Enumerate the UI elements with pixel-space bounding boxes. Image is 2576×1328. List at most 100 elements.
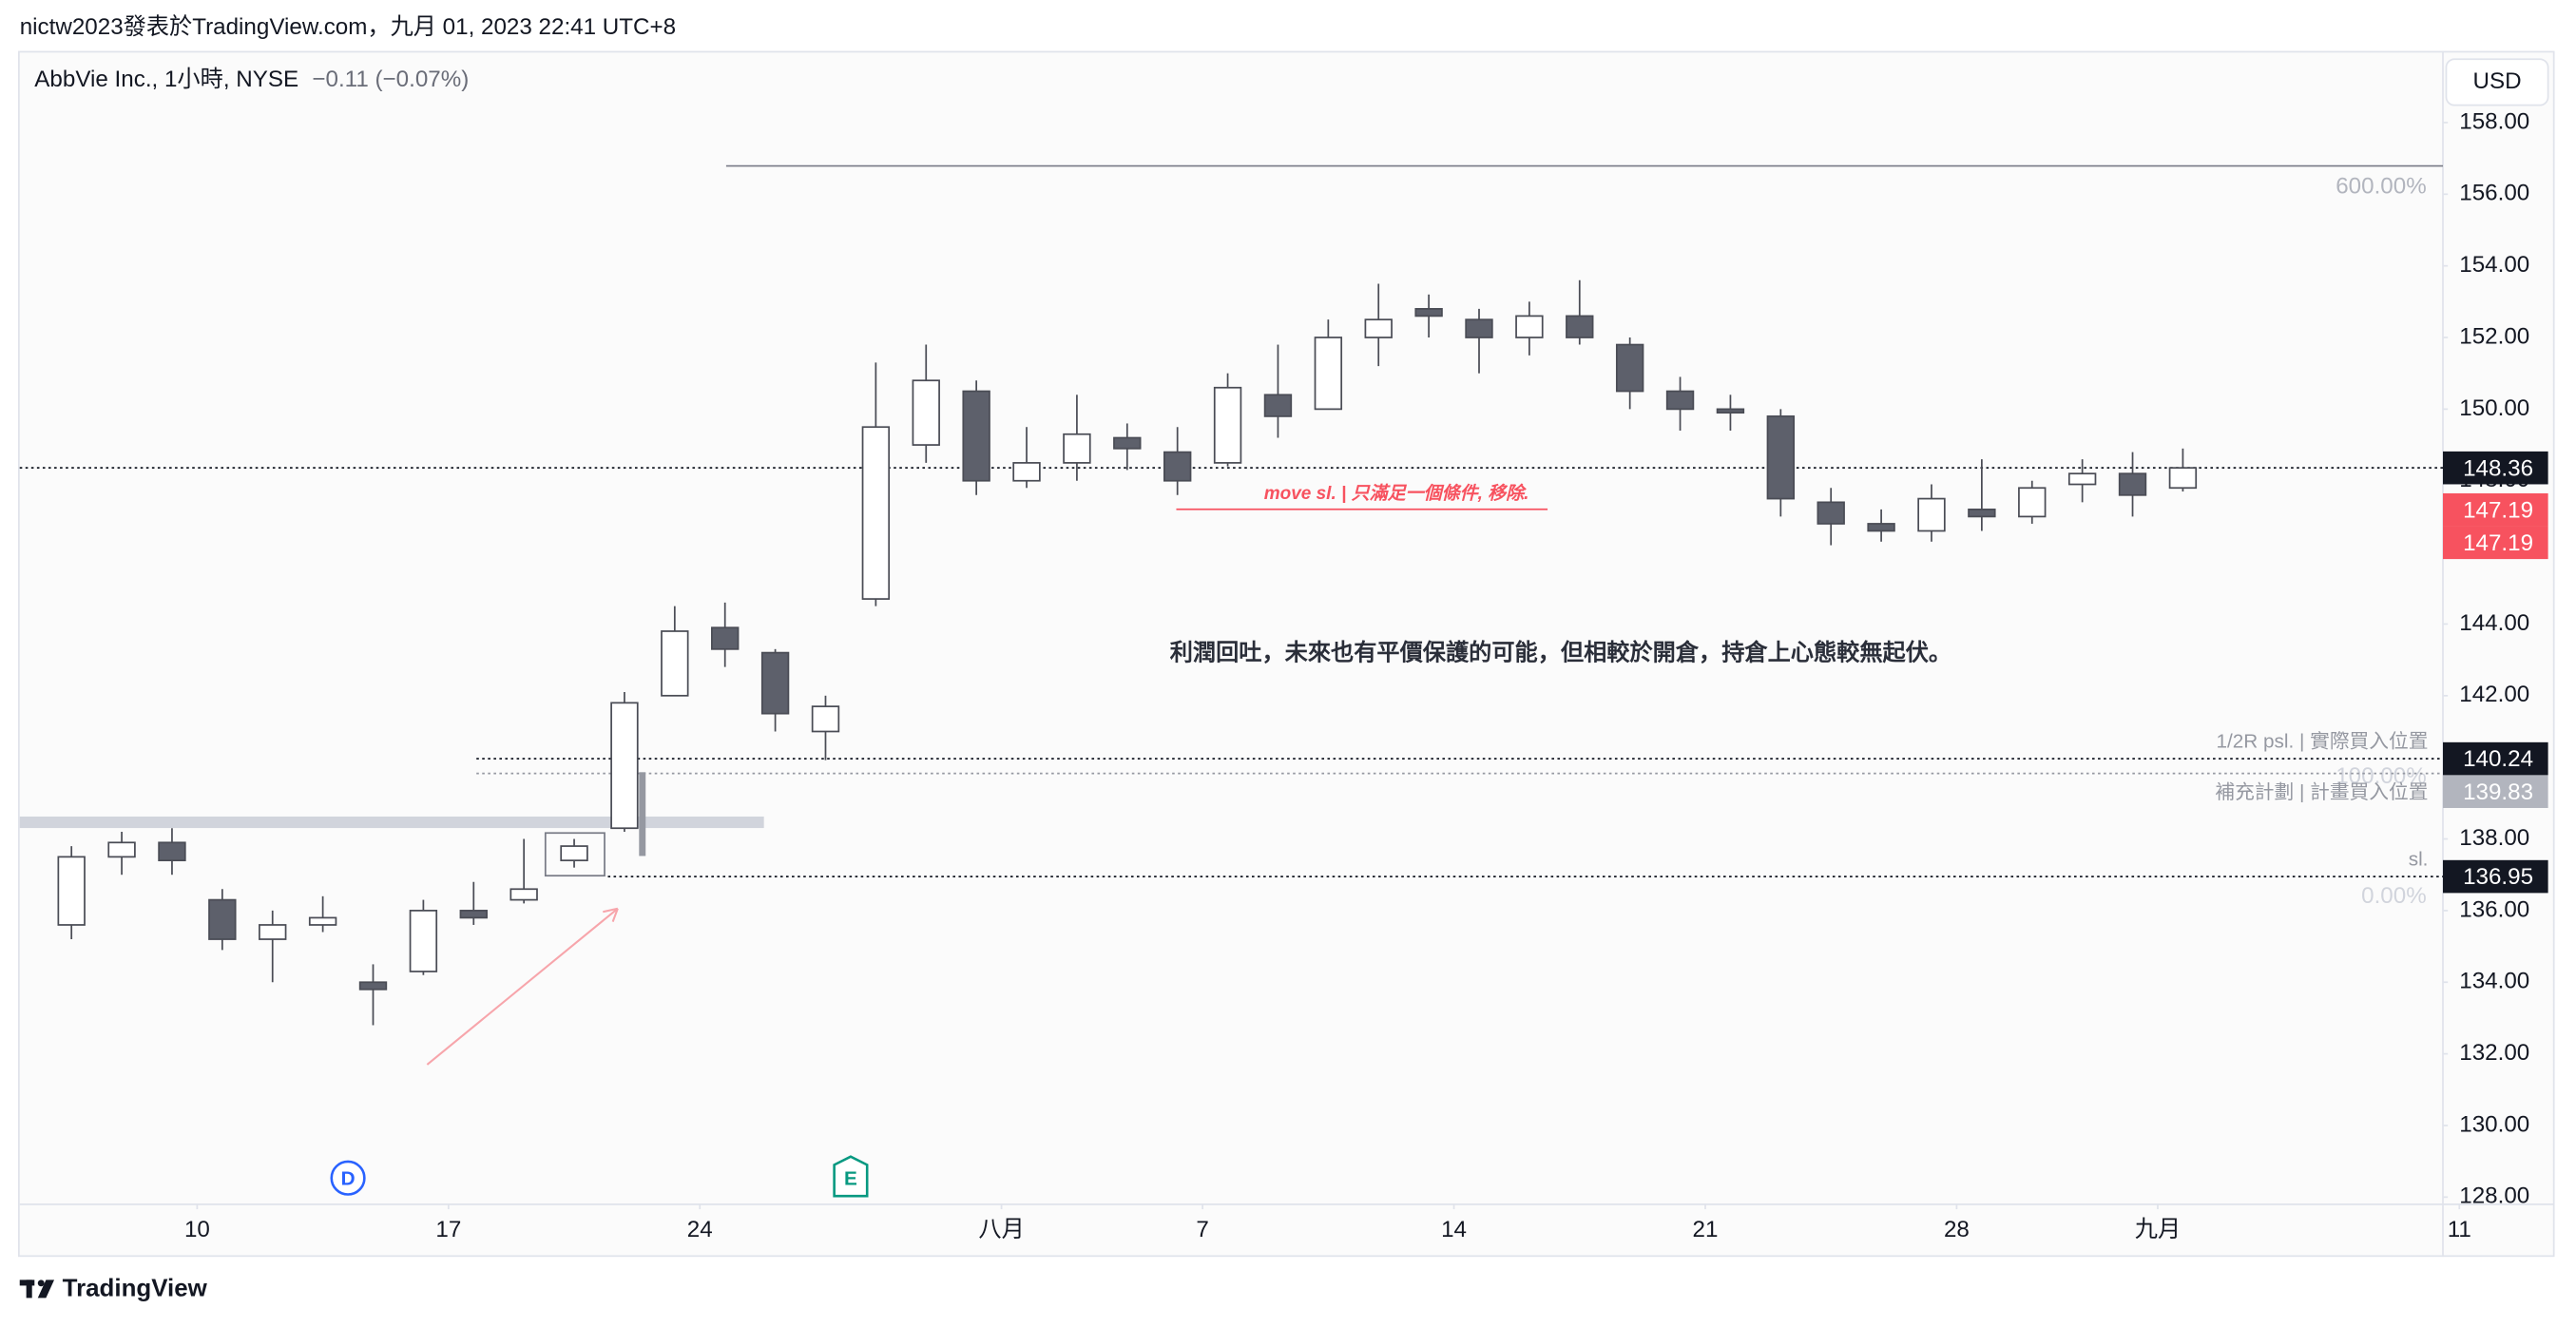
y-tick-label: 130.00	[2459, 1111, 2529, 1137]
candle-body	[1917, 497, 1946, 532]
y-tick-label: 158.00	[2459, 108, 2529, 134]
annotation-move-sl: move sl. | 只滿足一個條件, 移除.	[1264, 483, 1529, 504]
zone-bar	[19, 816, 764, 829]
x-tick-label: 17	[435, 1217, 461, 1242]
level-text: 1/2R psl. | 實際買入位置	[2216, 730, 2428, 752]
candle-body	[1364, 318, 1393, 338]
fib-label: 100.00%	[2336, 763, 2427, 789]
y-tick-label: 150.00	[2459, 395, 2529, 421]
header-text: nictw2023發表於TradingView.com，九月 01, 2023 …	[20, 14, 676, 40]
candle-body	[1414, 308, 1443, 318]
brand-logo	[19, 1280, 55, 1299]
y-tick-label: 138.00	[2459, 825, 2529, 851]
candle-body	[1867, 523, 1895, 532]
chart-frame	[18, 50, 2555, 1258]
candle-body	[208, 898, 237, 940]
symbol-change: −0.11 (−0.07%)	[312, 67, 469, 92]
y-tick-label: 154.00	[2459, 252, 2529, 278]
range-bar	[639, 772, 646, 856]
symbol-title: AbbVie Inc., 1小時, NYSE	[34, 67, 298, 92]
candle-body	[1766, 415, 1796, 500]
candle-body	[1465, 318, 1493, 338]
event-marker	[833, 1155, 869, 1198]
y-tick-label: 134.00	[2459, 969, 2529, 994]
currency-button[interactable]	[2445, 58, 2549, 106]
y-tick-label: 132.00	[2459, 1040, 2529, 1066]
candle-body	[409, 910, 438, 972]
candle-body	[610, 702, 639, 830]
x-tick-label: 28	[1944, 1217, 1970, 1242]
candle-body	[1817, 501, 1845, 525]
y-tick-label: 152.00	[2459, 323, 2529, 349]
fib-label: 0.00%	[2361, 883, 2427, 909]
price-tag-label: 147.19	[2463, 530, 2533, 556]
x-tick-label: 7	[1196, 1217, 1208, 1242]
entry-box	[544, 832, 606, 877]
y-tick-label: 128.00	[2459, 1184, 2529, 1209]
candle-body	[2018, 487, 2047, 518]
candle-body	[57, 856, 86, 926]
candle-body	[811, 705, 840, 733]
price-tag-label: 139.83	[2463, 779, 2533, 805]
y-tick-label: 156.00	[2459, 181, 2529, 206]
candle-body	[2118, 472, 2147, 496]
candle-body	[2067, 472, 2097, 486]
candle-body	[861, 426, 891, 600]
x-tick-label: 21	[1693, 1217, 1719, 1242]
y-tick-label: 144.00	[2459, 610, 2529, 636]
arrow-line	[426, 907, 619, 1066]
brand-name: TradingView	[63, 1276, 208, 1302]
candle-body	[1163, 451, 1192, 482]
candle-body	[711, 626, 740, 650]
x-tick-label: 九月	[2135, 1217, 2181, 1242]
candle-body	[158, 841, 186, 862]
candle-body	[2168, 467, 2198, 490]
x-tick-label: 10	[184, 1217, 210, 1242]
candle-body	[962, 390, 990, 482]
candle-body	[912, 379, 940, 446]
price-tag-label: 140.24	[2463, 746, 2533, 772]
candle-body	[358, 981, 388, 991]
candle-body	[459, 910, 488, 919]
price-tag	[2443, 859, 2548, 894]
candle-body	[259, 924, 287, 940]
candle-body	[1263, 394, 1293, 417]
plot: 128.00130.00132.00134.00136.00138.00140.…	[19, 108, 2548, 1242]
price-tag-label: 148.36	[2463, 455, 2533, 481]
candle-body	[1113, 436, 1142, 450]
y-tick-label: 136.00	[2459, 896, 2529, 922]
candle-body	[1665, 390, 1695, 411]
candle-body	[661, 630, 689, 697]
event-label: E	[844, 1167, 857, 1189]
currency-label: USD	[2473, 68, 2522, 94]
candle-body	[1566, 315, 1594, 338]
fib-label: 600.00%	[2336, 173, 2427, 199]
candle-body	[1012, 462, 1041, 482]
x-tick-label: 八月	[978, 1217, 1024, 1242]
candle-body	[1213, 386, 1242, 464]
price-tag	[2443, 741, 2548, 776]
x-tick-label: 11	[2448, 1217, 2471, 1242]
price-tag-label: 147.19	[2463, 497, 2533, 523]
level-text: sl.	[2409, 848, 2429, 870]
level-text: 補充計劃 | 計畫買入位置	[2215, 781, 2428, 803]
price-tag-label: 136.95	[2463, 864, 2533, 890]
event-label: D	[341, 1167, 356, 1189]
candle-body	[509, 888, 538, 901]
price-tag	[2443, 451, 2548, 485]
price-tag	[2443, 526, 2548, 560]
candle-body	[308, 916, 337, 926]
y-tick-label: 142.00	[2459, 682, 2529, 707]
event-marker	[330, 1160, 366, 1196]
candle-body	[1615, 343, 1644, 393]
candle-body	[1314, 337, 1343, 411]
x-tick-label: 14	[1441, 1217, 1467, 1242]
price-tag	[2443, 492, 2548, 527]
candle-body	[560, 845, 588, 862]
candle-body	[1515, 315, 1544, 338]
candle-body	[760, 651, 790, 715]
x-tick-label: 24	[687, 1217, 713, 1242]
annotation-note: 利潤回吐，未來也有平價保護的可能，但相較於開倉，持倉上心態較無起伏。	[1170, 639, 1951, 665]
